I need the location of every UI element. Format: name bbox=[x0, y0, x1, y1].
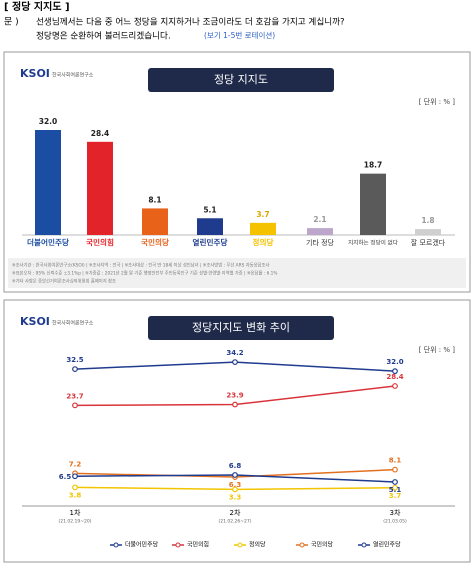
value-label: 6.3 bbox=[229, 481, 242, 489]
footnote: ※표본오차 : 95% 신뢰수준 ±3.1%p | ※가중값 : 2021년 2… bbox=[12, 270, 278, 277]
point bbox=[392, 466, 398, 473]
value-label: 28.4 bbox=[91, 129, 110, 138]
bar bbox=[35, 130, 61, 235]
unit: [ 단위 : % ] bbox=[419, 97, 456, 106]
value-label: 8.1 bbox=[389, 457, 402, 465]
chart-title: 정당지지도 변화 추이 bbox=[192, 321, 290, 334]
category-label: 잘 모르겠다 bbox=[411, 238, 446, 247]
x-tick-label: 2차 bbox=[230, 508, 241, 517]
x-tick-label: 3차 bbox=[390, 508, 401, 517]
value-label: 1.8 bbox=[421, 216, 434, 225]
point bbox=[232, 401, 238, 408]
point bbox=[72, 402, 78, 409]
bar bbox=[142, 208, 168, 235]
category-label: 더불어민주당 bbox=[27, 237, 69, 247]
bar bbox=[360, 173, 386, 235]
value-label: 23.7 bbox=[66, 392, 83, 400]
bar bbox=[87, 141, 113, 235]
category-label: 열린민주당 bbox=[193, 237, 228, 247]
bar bbox=[197, 218, 223, 235]
unit: [ 단위 : % ] bbox=[419, 345, 456, 354]
value-label: 7.2 bbox=[69, 460, 82, 468]
category-label: 정의당 bbox=[253, 237, 274, 247]
rotation: (보기 1-5번 로테이션) bbox=[204, 30, 275, 40]
logo: KSOI bbox=[20, 315, 50, 328]
value-label: 8.1 bbox=[148, 195, 161, 204]
point bbox=[392, 484, 398, 491]
title-banner bbox=[148, 316, 334, 340]
point bbox=[232, 359, 238, 365]
value-label: 3.7 bbox=[389, 492, 402, 500]
value-label: 18.7 bbox=[364, 161, 383, 170]
value-label: 3.7 bbox=[256, 210, 269, 219]
value-label: 3.3 bbox=[229, 493, 242, 501]
category-label: 지지하는 정당이 없다 bbox=[348, 239, 398, 247]
bar bbox=[307, 228, 333, 235]
legend-marker bbox=[237, 542, 243, 548]
category-label: 국민의당 bbox=[141, 237, 169, 247]
value-label: 34.2 bbox=[226, 349, 243, 357]
value-label: 3.8 bbox=[69, 491, 82, 499]
footnote: ※조사기관 : 한국사회여론연구소(KSOI) | ※조사지역 : 전국 | ※… bbox=[12, 262, 269, 269]
bar bbox=[250, 222, 276, 235]
value-label: 32.0 bbox=[39, 117, 58, 126]
note: 정당명은 순환하여 불러드리겠습니다. bbox=[36, 30, 171, 42]
legend-marker bbox=[113, 542, 119, 548]
category-label: 국민의힘 bbox=[86, 237, 114, 247]
legend-label: 정의당 bbox=[249, 541, 266, 549]
legend-label: 더불어민주당 bbox=[125, 541, 159, 549]
point bbox=[72, 366, 78, 373]
x-date: (21.02.26~27) bbox=[218, 519, 251, 525]
x-date: (21.03.05) bbox=[383, 519, 407, 525]
footnote: ※기타 사항은 중앙선거여론조사심의위원회 홈페이지 참조 bbox=[12, 278, 116, 285]
point bbox=[392, 383, 398, 389]
legend-marker bbox=[175, 542, 181, 548]
panel bbox=[3, 299, 471, 563]
value-label: 28.4 bbox=[386, 373, 403, 381]
question: 선생님께서는 다음 중 어느 정당을 지지하거나 조금이라도 더 호감을 가지고… bbox=[36, 16, 345, 28]
point bbox=[232, 486, 238, 493]
value-label: 5.1 bbox=[203, 205, 216, 214]
org: 한국사회여론연구소 bbox=[52, 320, 94, 327]
org: 한국사회여론연구소 bbox=[52, 72, 94, 79]
value-label: 5.1 bbox=[389, 486, 402, 494]
value-label: 2.1 bbox=[313, 215, 326, 224]
x-date: (21.02.19~20) bbox=[58, 519, 91, 525]
value-label: 32.0 bbox=[386, 358, 403, 366]
bar bbox=[415, 229, 441, 235]
point bbox=[392, 479, 398, 485]
legend-marker bbox=[361, 542, 367, 548]
legend-label: 국민의힘 bbox=[187, 541, 209, 549]
question-label: 문 ) bbox=[4, 17, 19, 28]
value-label: 23.9 bbox=[226, 392, 243, 400]
title-banner bbox=[148, 68, 334, 92]
legend-label: 열린민주당 bbox=[373, 541, 401, 549]
logo: KSOI bbox=[20, 67, 50, 80]
legend-label: 국민의당 bbox=[311, 541, 334, 549]
value-label: 6.5 bbox=[59, 473, 72, 481]
value-label: 6.8 bbox=[229, 462, 242, 470]
point bbox=[72, 484, 78, 491]
legend-marker bbox=[299, 542, 305, 548]
point bbox=[392, 368, 398, 375]
section-title: [ 정당 지지도 ] bbox=[4, 0, 70, 13]
footnote-band bbox=[8, 258, 466, 288]
value-label: 32.5 bbox=[66, 356, 83, 364]
point bbox=[232, 472, 238, 478]
point bbox=[72, 473, 78, 480]
category-label: 기타 정당 bbox=[306, 238, 335, 247]
x-tick-label: 1차 bbox=[70, 508, 81, 517]
chart-title: 정당 지지도 bbox=[214, 73, 268, 86]
